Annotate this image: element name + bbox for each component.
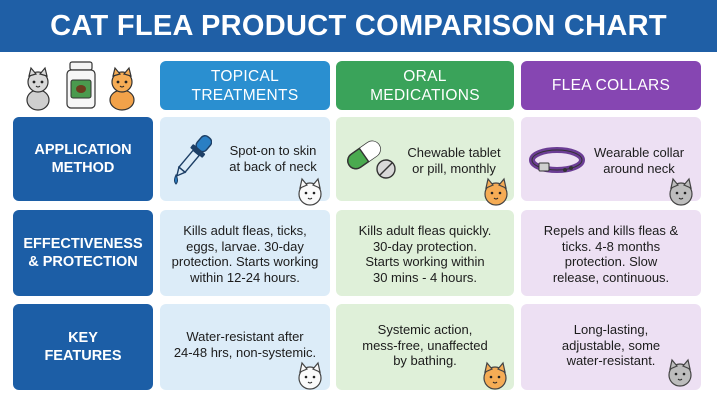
row-label-application: APPLICATION METHOD <box>13 117 153 201</box>
page-title: CAT FLEA PRODUCT COMPARISON CHART <box>50 9 667 42</box>
column-header-oral-line1: ORAL <box>403 67 447 85</box>
cell-effectiveness-topical: Kills adult fleas, ticks, eggs, larvae. … <box>160 210 330 296</box>
column-header-oral-line2: MEDICATIONS <box>370 86 480 104</box>
row-label-effectiveness-line1: EFFECTIVENESS <box>23 236 143 252</box>
cell-features-topical: Water-resistant after 24-48 hrs, non-sys… <box>160 304 330 390</box>
cell-application-collars: Wearable collar around neck <box>521 117 701 206</box>
cell-effectiveness-collars: Repels and kills fleas & ticks. 4-8 mont… <box>521 210 701 296</box>
column-header-topical-line2: TREATMENTS <box>191 86 299 104</box>
cell-effectiveness-topical-line2: eggs, larvae. 30-day <box>186 238 304 254</box>
cell-features-oral: Systemic action, mess-free, unaffected b… <box>336 304 514 390</box>
cell-application-oral: Chewable tablet or pill, monthly <box>336 117 514 206</box>
cell-application-topical-line1: Spot-on to skin <box>229 143 317 158</box>
orange-cat-icon <box>484 177 508 206</box>
cell-application-collars-line1: Wearable collar <box>593 145 685 160</box>
cell-effectiveness-collars-line2: ticks. 4-8 months <box>561 238 661 254</box>
cell-features-topical-line1: Water-resistant after <box>186 329 304 344</box>
row-label-features-line2: FEATURES <box>44 348 122 364</box>
cell-effectiveness-collars-line1: Repels and kills fleas & <box>543 223 679 238</box>
title-banner: CAT FLEA PRODUCT COMPARISON CHART <box>0 0 717 52</box>
collar-icon <box>529 147 585 173</box>
cell-effectiveness-collars-line4: release, continuous. <box>552 269 670 285</box>
cell-effectiveness-topical-line4: within 12-24 hours. <box>190 269 300 285</box>
row-label-features-line1: KEY <box>68 330 98 346</box>
column-header-collars-label: FLEA COLLARS <box>551 77 671 94</box>
column-header-collars: FLEA COLLARS <box>521 61 701 110</box>
cell-features-collars-line1: Long-lasting, <box>573 322 649 337</box>
orange-cat-icon <box>483 361 507 390</box>
cell-effectiveness-oral-line1: Kills adult fleas quickly. <box>358 223 492 238</box>
cell-application-collars-line2: around neck <box>603 160 675 176</box>
cell-effectiveness-collars-line3: protection. Slow <box>564 254 658 269</box>
white-cat-icon <box>298 361 322 390</box>
gray-cat-icon <box>668 358 692 387</box>
cats-with-bottle-icon <box>26 61 135 111</box>
cell-effectiveness-oral: Kills adult fleas quickly. 30-day protec… <box>336 210 514 296</box>
cell-application-oral-line2: or pill, monthly <box>412 160 496 176</box>
cell-effectiveness-oral-line4: 30 mins - 4 hours. <box>372 269 478 285</box>
row-label-effectiveness-line2: & PROTECTION <box>28 254 138 270</box>
cell-effectiveness-topical-line3: protection. Starts working <box>171 254 319 269</box>
row-label-features: KEY FEATURES <box>13 304 153 390</box>
cell-features-collars-line2: adjustable, some <box>561 337 661 353</box>
cell-effectiveness-oral-line2: 30-day protection. <box>372 238 478 254</box>
row-label-effectiveness: EFFECTIVENESS & PROTECTION <box>13 210 153 296</box>
dropper-icon <box>174 135 212 185</box>
cell-effectiveness-oral-line3: Starts working within <box>365 254 485 269</box>
cell-application-topical: Spot-on to skin at back of neck <box>160 117 330 206</box>
logo-illustration <box>18 60 148 112</box>
cell-effectiveness-topical-line1: Kills adult fleas, ticks, <box>183 223 307 238</box>
gray-cat-icon <box>669 177 693 206</box>
cell-features-collars-line3: water-resistant. <box>566 353 656 368</box>
column-header-topical-line1: TOPICAL <box>210 67 280 85</box>
row-label-application-line2: METHOD <box>51 160 115 176</box>
cell-application-topical-line2: at back of neck <box>229 158 317 174</box>
cell-features-collars: Long-lasting, adjustable, some water-res… <box>521 304 701 390</box>
cell-features-topical-line2: 24-48 hrs, non-systemic. <box>173 344 317 360</box>
cell-features-oral-line3: by bathing. <box>393 353 457 368</box>
column-header-topical: TOPICAL TREATMENTS <box>160 61 330 110</box>
white-cat-icon <box>298 177 322 206</box>
cell-application-oral-line1: Chewable tablet <box>407 145 501 160</box>
cell-features-oral-line2: mess-free, unaffected <box>362 337 488 353</box>
row-label-application-line1: APPLICATION <box>34 142 132 158</box>
pill-icon <box>347 140 396 179</box>
cell-features-oral-line1: Systemic action, <box>377 322 473 337</box>
column-header-oral: ORAL MEDICATIONS <box>336 61 514 110</box>
